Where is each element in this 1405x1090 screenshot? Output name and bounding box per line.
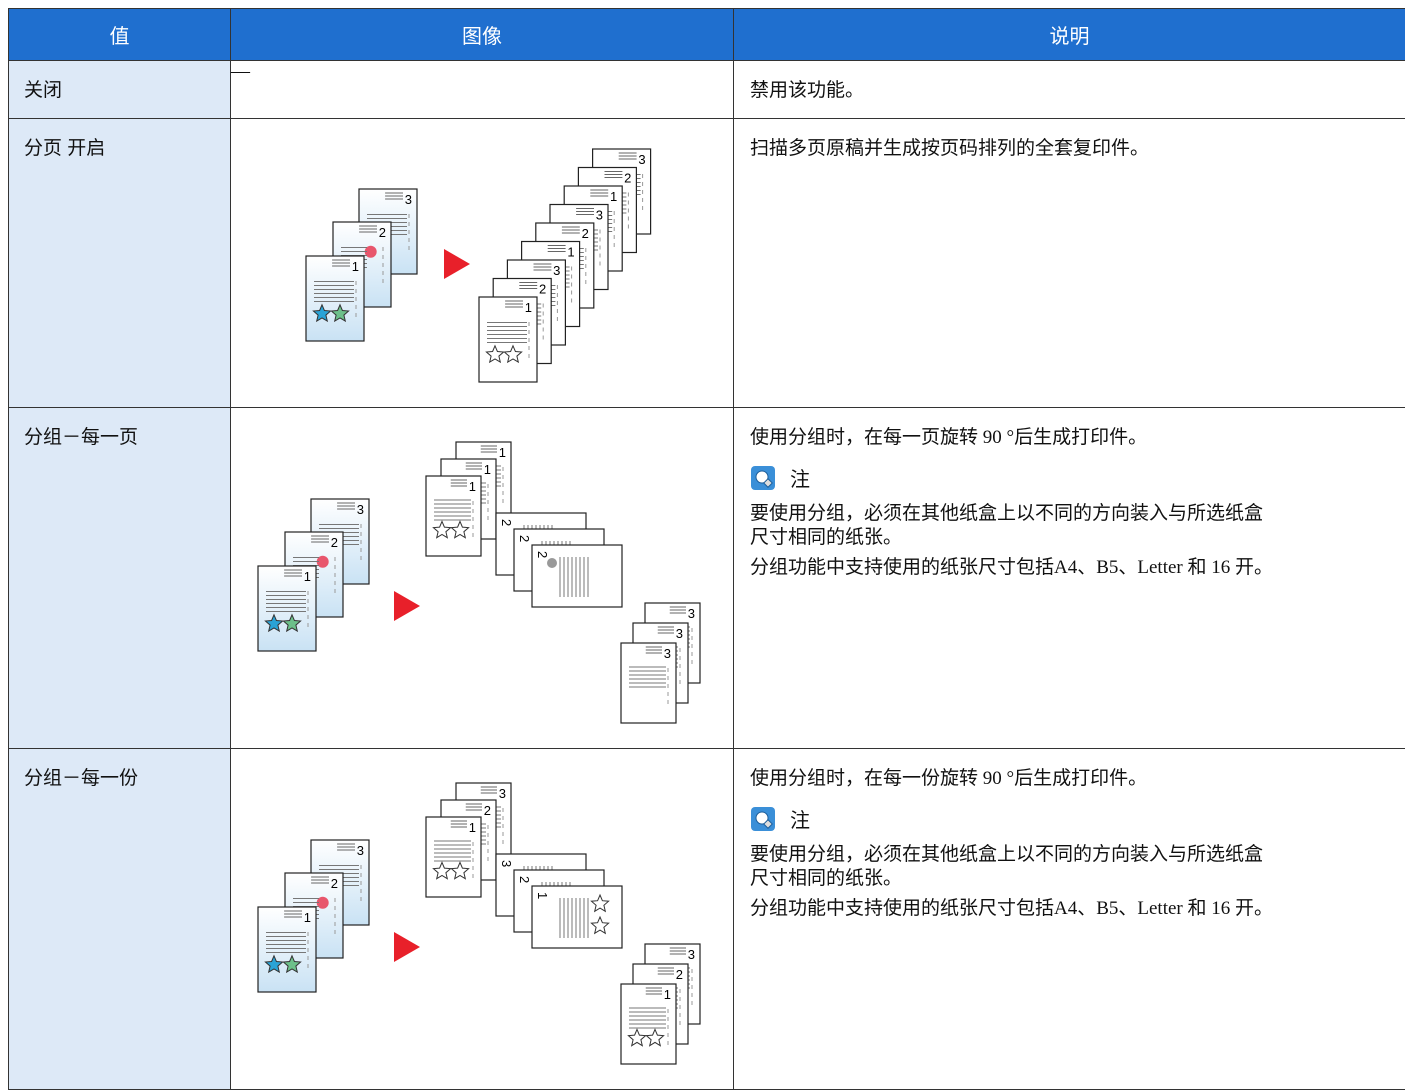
value-cell: 分页 开启: [9, 119, 231, 408]
note-heading: 注: [750, 463, 1389, 492]
page-number: 3: [688, 947, 695, 962]
note-title: 注: [790, 463, 810, 492]
page-number: 2: [535, 551, 550, 558]
note-title: 注: [790, 804, 810, 833]
note-line: 分组功能中支持使用的纸张尺寸包括A4、B5、Letter 和 16 开。: [750, 897, 1389, 921]
page-number: 1: [567, 245, 574, 260]
page-number: 3: [499, 786, 506, 801]
page-number: 2: [331, 535, 338, 550]
note-line: 要使用分组，必须在其他纸盒上以不同的方向装入与所选纸盒尺寸相同的纸张。: [750, 843, 1270, 891]
description-cell: 使用分组时，在每一页旋转 90 °后生成打印件。 注 要使用分组，必须在其他纸盒…: [734, 408, 1405, 749]
page-number: 2: [484, 803, 491, 818]
arrow: [394, 932, 420, 962]
arrow: [394, 591, 420, 621]
page-number: 1: [469, 820, 476, 835]
image-cell: —: [231, 61, 734, 119]
description-cell: 使用分组时，在每一份旋转 90 °后生成打印件。 注 要使用分组，必须在其他纸盒…: [734, 749, 1405, 1090]
description-cell: 扫描多页原稿并生成按页码排列的全套复印件。: [734, 119, 1405, 408]
page-number: 1: [484, 462, 491, 477]
value-cell: 分组－每一页: [9, 408, 231, 749]
header-cell: 值: [9, 9, 231, 61]
page-number: 2: [624, 171, 631, 186]
note-heading: 注: [750, 804, 1389, 833]
header-row: 值 图像 说明: [9, 9, 1405, 61]
page-number: 1: [499, 445, 506, 460]
page-number: 3: [357, 843, 364, 858]
page-number: 3: [405, 192, 412, 207]
page-number: 1: [535, 892, 550, 899]
page-number: 1: [610, 189, 617, 204]
header-cell: 说明: [734, 9, 1405, 61]
page-number: 2: [499, 519, 514, 526]
description: 使用分组时，在每一页旋转 90 °后生成打印件。: [750, 422, 1389, 449]
page-number: 3: [688, 606, 695, 621]
value-cell: 关闭: [9, 61, 231, 119]
page-number: 3: [676, 626, 683, 641]
page-number: 3: [357, 502, 364, 517]
page-number: 3: [638, 152, 645, 167]
page-number: 1: [525, 300, 532, 315]
note-line: 分组功能中支持使用的纸张尺寸包括A4、B5、Letter 和 16 开。: [750, 556, 1389, 580]
arrow: [444, 249, 470, 279]
page-number: 2: [517, 876, 532, 883]
note-icon: [750, 465, 776, 491]
page-number: 3: [553, 263, 560, 278]
page-number: 1: [304, 910, 311, 925]
page-number: 2: [676, 967, 683, 982]
page-number: 3: [499, 860, 514, 867]
row: 关闭 — 禁用该功能。: [9, 61, 1405, 119]
page-number: 1: [469, 479, 476, 494]
note-icon: [750, 806, 776, 832]
value-cell: 分组－每一份: [9, 749, 231, 1090]
page-number: 3: [596, 208, 603, 223]
page-number: 2: [379, 225, 386, 240]
page-number: 2: [331, 876, 338, 891]
page-number: 1: [664, 987, 671, 1002]
page-number: 2: [517, 535, 532, 542]
page-number: 2: [539, 282, 546, 297]
page-number: 3: [664, 646, 671, 661]
dot: [547, 558, 557, 568]
description-cell: 禁用该功能。: [734, 61, 1405, 119]
description: 使用分组时，在每一份旋转 90 °后生成打印件。: [750, 763, 1389, 790]
page-number: 1: [352, 259, 359, 274]
header-cell: 图像: [231, 9, 734, 61]
note-line: 要使用分组，必须在其他纸盒上以不同的方向装入与所选纸盒尺寸相同的纸张。: [750, 502, 1270, 550]
page-number: 2: [582, 226, 589, 241]
page-number: 1: [304, 569, 311, 584]
